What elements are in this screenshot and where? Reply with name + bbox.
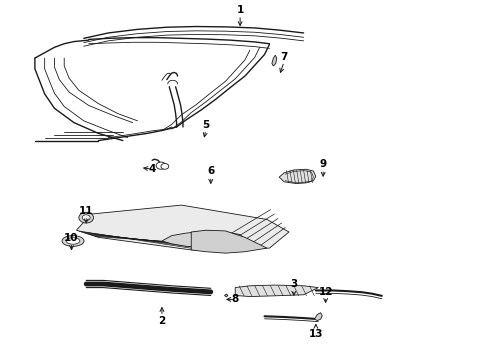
Text: 4: 4 [148, 164, 156, 174]
Text: 5: 5 [202, 120, 210, 130]
Polygon shape [279, 169, 316, 184]
Polygon shape [235, 285, 318, 297]
Polygon shape [224, 294, 228, 297]
Text: 1: 1 [237, 5, 244, 15]
Text: 7: 7 [280, 51, 288, 62]
Circle shape [161, 163, 169, 169]
Ellipse shape [66, 238, 80, 244]
Polygon shape [315, 313, 322, 320]
Polygon shape [191, 230, 267, 253]
Circle shape [156, 162, 166, 169]
Text: 10: 10 [64, 233, 79, 243]
Text: 8: 8 [232, 294, 239, 305]
Text: 13: 13 [309, 329, 323, 339]
Text: 9: 9 [319, 159, 327, 169]
Text: 11: 11 [79, 206, 94, 216]
Polygon shape [162, 231, 245, 247]
Circle shape [82, 215, 90, 221]
Text: 3: 3 [290, 279, 297, 289]
Polygon shape [76, 205, 289, 250]
Text: 12: 12 [318, 287, 333, 297]
Ellipse shape [62, 235, 84, 246]
Text: 2: 2 [158, 316, 166, 326]
Text: 6: 6 [207, 166, 215, 176]
Circle shape [79, 212, 94, 223]
Polygon shape [272, 55, 277, 66]
